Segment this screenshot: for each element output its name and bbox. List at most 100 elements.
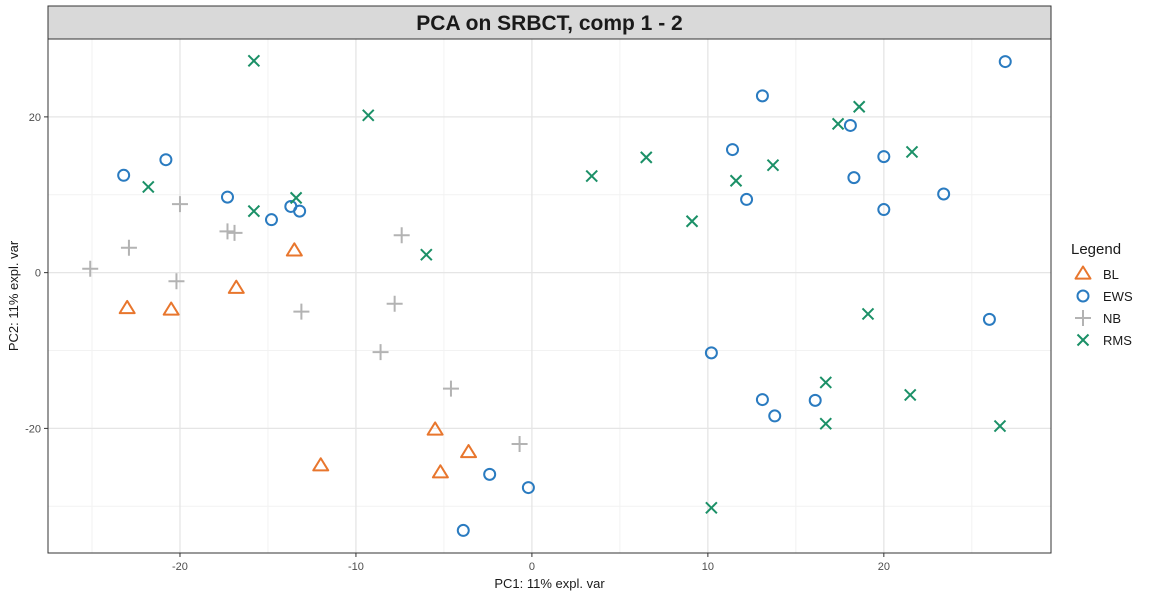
facet-strip: PCA on SRBCT, comp 1 - 2 xyxy=(47,5,1052,40)
point-rms xyxy=(819,417,832,430)
point-bl xyxy=(162,301,180,316)
panel-background xyxy=(48,39,1051,553)
point-rms xyxy=(420,248,433,261)
point-ews xyxy=(755,393,769,407)
legend-item-ews: EWS xyxy=(1076,289,1133,304)
point-nb xyxy=(226,224,243,241)
point-rms xyxy=(247,54,261,68)
point-bl xyxy=(227,279,245,294)
point-ews xyxy=(877,203,891,217)
point-nb xyxy=(393,227,410,244)
point-ews xyxy=(843,118,857,132)
point-ews xyxy=(159,153,173,167)
point-rms xyxy=(729,174,743,187)
point-nb xyxy=(120,239,137,256)
point-ews xyxy=(755,89,769,103)
point-ews xyxy=(220,190,234,204)
y-axis: -20 0 20 xyxy=(25,112,48,435)
point-ews xyxy=(293,204,307,218)
legend-item-bl: BL xyxy=(1074,265,1119,282)
strip-background xyxy=(47,5,1052,40)
point-rms xyxy=(247,204,261,218)
point-rms xyxy=(861,307,875,321)
panel-border xyxy=(47,38,1052,554)
point-nb xyxy=(171,196,188,213)
y-tick-label: -20 xyxy=(25,423,41,435)
legend-item-nb: NB xyxy=(1075,310,1121,326)
point-ews xyxy=(877,150,891,164)
point-ews xyxy=(982,312,996,326)
point-bl xyxy=(285,242,303,257)
data-points xyxy=(82,54,1012,537)
point-rms xyxy=(705,501,718,515)
point-ews xyxy=(768,409,782,423)
point-rms xyxy=(685,215,699,228)
point-rms xyxy=(852,100,866,113)
legend-key-ews xyxy=(1076,289,1090,303)
point-rms xyxy=(289,191,303,205)
point-ews xyxy=(483,467,497,481)
point-rms xyxy=(993,419,1007,433)
x-axis-label: PC1: 11% expl. var xyxy=(494,576,605,591)
legend: Legend BL EWS NB RMS xyxy=(1071,241,1133,348)
point-ews xyxy=(726,143,740,157)
x-tick-label: 20 xyxy=(878,561,890,573)
point-ews xyxy=(937,187,951,201)
point-nb xyxy=(386,295,403,312)
x-tick-label: -10 xyxy=(348,561,364,573)
point-bl xyxy=(312,457,330,472)
series-nb xyxy=(82,196,528,452)
legend-item-rms: RMS xyxy=(1076,333,1132,348)
point-rms xyxy=(362,109,375,122)
y-axis-label: PC2: 11% expl. var xyxy=(6,240,21,351)
point-bl xyxy=(118,299,136,315)
point-nb xyxy=(442,380,459,397)
legend-key-rms xyxy=(1076,333,1090,347)
series-bl xyxy=(118,242,478,479)
plot-panel xyxy=(47,38,1052,554)
legend-key-bl xyxy=(1074,265,1092,280)
point-ews xyxy=(704,346,718,360)
y-tick-label: 0 xyxy=(35,268,41,280)
point-rms xyxy=(640,151,653,164)
y-tick-label: 20 xyxy=(29,112,41,124)
legend-title: Legend xyxy=(1071,241,1121,258)
series-ews xyxy=(117,55,1012,537)
point-nb xyxy=(511,435,528,452)
point-ews xyxy=(998,55,1012,69)
point-bl xyxy=(426,421,444,436)
point-bl xyxy=(460,444,478,459)
x-tick-label: 0 xyxy=(529,561,535,573)
point-bl xyxy=(431,464,449,479)
series-rms xyxy=(142,54,1007,515)
point-ews xyxy=(847,171,861,185)
point-nb xyxy=(219,223,236,240)
point-nb xyxy=(293,303,310,320)
point-rms xyxy=(904,388,917,402)
point-rms xyxy=(905,145,919,159)
x-tick-label: 10 xyxy=(702,561,714,573)
point-rms xyxy=(819,376,832,389)
legend-label: NB xyxy=(1103,311,1121,326)
point-ews xyxy=(740,192,754,206)
point-rms xyxy=(142,180,155,194)
point-nb xyxy=(168,273,185,290)
x-axis: -20 -10 0 10 20 xyxy=(172,553,890,573)
point-rms xyxy=(585,169,598,183)
point-ews xyxy=(456,523,470,537)
legend-label: BL xyxy=(1103,267,1119,282)
legend-label: RMS xyxy=(1103,333,1132,348)
point-nb xyxy=(82,260,99,277)
legend-label: EWS xyxy=(1103,289,1133,304)
chart-title: PCA on SRBCT, comp 1 - 2 xyxy=(416,12,682,35)
point-ews xyxy=(264,213,278,227)
point-ews xyxy=(808,393,822,407)
major-gridlines xyxy=(48,39,1051,553)
point-rms xyxy=(766,158,780,172)
point-rms xyxy=(831,117,845,131)
point-ews xyxy=(521,481,535,495)
x-tick-label: -20 xyxy=(172,561,188,573)
point-nb xyxy=(372,344,389,361)
legend-key-nb xyxy=(1075,310,1091,326)
point-ews xyxy=(117,168,131,182)
